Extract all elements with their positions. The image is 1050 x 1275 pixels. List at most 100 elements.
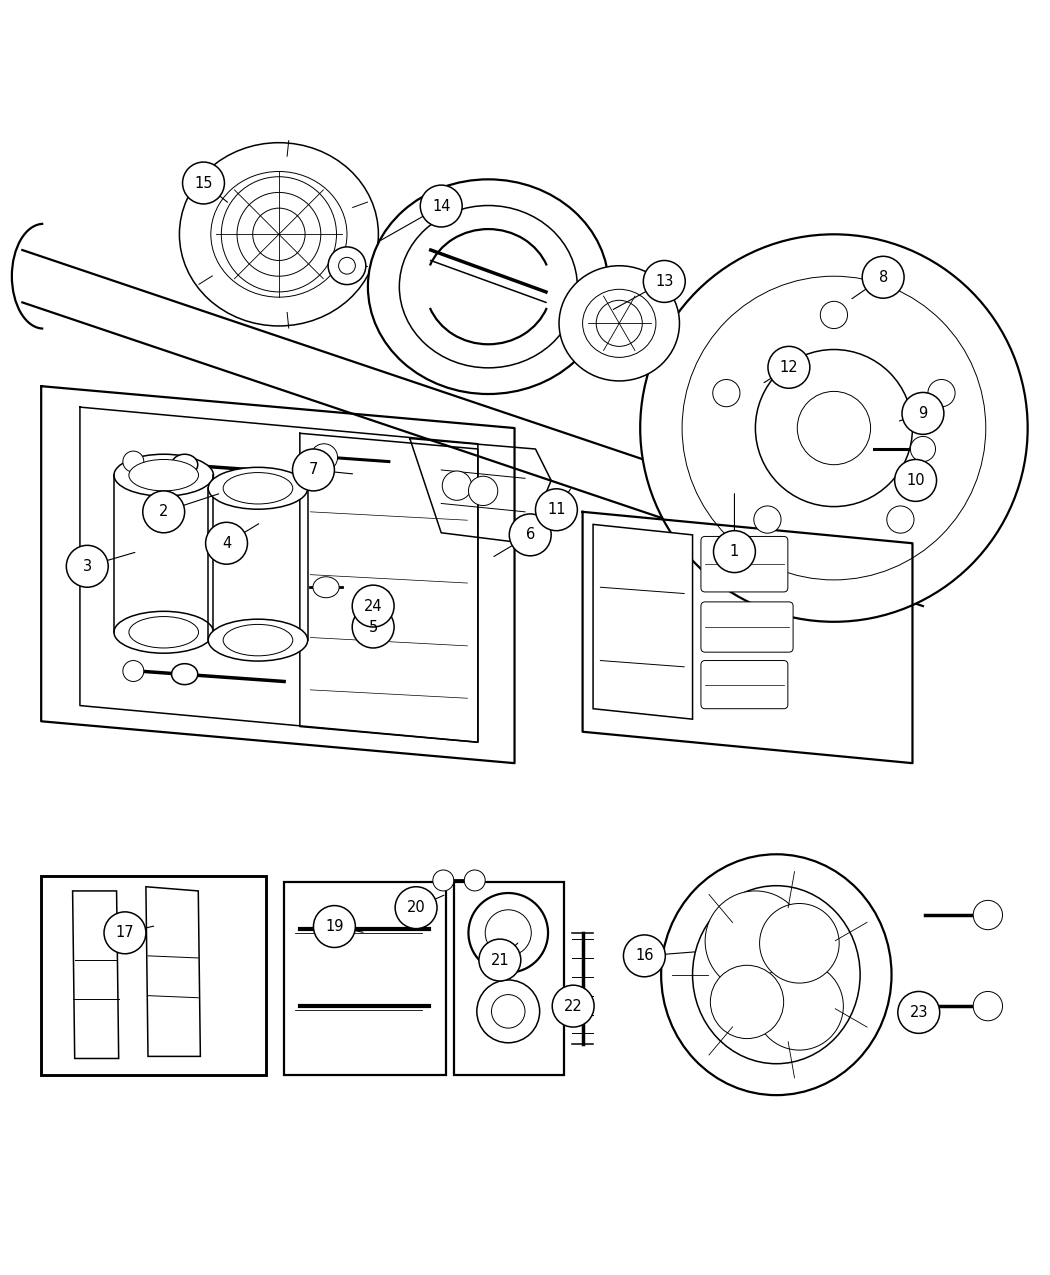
Ellipse shape — [399, 205, 578, 368]
Circle shape — [596, 301, 643, 347]
Text: 2: 2 — [159, 505, 168, 519]
Circle shape — [328, 247, 365, 284]
Text: 13: 13 — [655, 274, 673, 289]
Circle shape — [237, 193, 321, 277]
Circle shape — [338, 258, 355, 274]
Circle shape — [479, 940, 521, 980]
Ellipse shape — [208, 620, 308, 660]
Text: 21: 21 — [490, 952, 509, 968]
Circle shape — [253, 208, 306, 260]
Circle shape — [862, 256, 904, 298]
Circle shape — [509, 514, 551, 556]
Circle shape — [352, 606, 394, 648]
Circle shape — [706, 891, 805, 992]
Circle shape — [552, 986, 594, 1028]
Circle shape — [491, 994, 525, 1028]
Text: 15: 15 — [194, 176, 213, 190]
Circle shape — [104, 912, 146, 954]
Circle shape — [682, 277, 986, 580]
Ellipse shape — [208, 468, 308, 509]
Circle shape — [895, 459, 937, 501]
Ellipse shape — [662, 854, 891, 1095]
Circle shape — [314, 905, 355, 947]
Circle shape — [898, 992, 940, 1033]
FancyBboxPatch shape — [41, 876, 267, 1075]
Circle shape — [464, 870, 485, 891]
Circle shape — [640, 235, 1028, 622]
Circle shape — [759, 904, 839, 983]
Circle shape — [123, 660, 144, 681]
Polygon shape — [146, 886, 201, 1057]
Circle shape — [536, 488, 578, 530]
Text: 8: 8 — [879, 270, 888, 284]
Circle shape — [711, 965, 783, 1039]
Ellipse shape — [313, 576, 339, 598]
Circle shape — [222, 177, 336, 292]
FancyBboxPatch shape — [701, 660, 788, 709]
Circle shape — [768, 347, 810, 389]
Text: 5: 5 — [369, 620, 378, 635]
Text: 23: 23 — [909, 1005, 928, 1020]
Text: 6: 6 — [526, 528, 534, 542]
Ellipse shape — [583, 289, 656, 357]
Polygon shape — [593, 524, 693, 719]
Circle shape — [183, 162, 225, 204]
Circle shape — [395, 886, 437, 928]
Text: 1: 1 — [730, 544, 739, 560]
Circle shape — [887, 506, 914, 533]
Text: 19: 19 — [326, 919, 343, 935]
Circle shape — [755, 349, 912, 506]
Circle shape — [123, 451, 144, 472]
Text: 10: 10 — [906, 473, 925, 488]
Text: 20: 20 — [406, 900, 425, 915]
Circle shape — [928, 380, 956, 407]
Ellipse shape — [114, 454, 213, 496]
Text: 12: 12 — [779, 360, 798, 375]
Circle shape — [311, 444, 337, 470]
Polygon shape — [72, 891, 119, 1058]
Ellipse shape — [171, 454, 197, 476]
Text: 4: 4 — [222, 536, 231, 551]
Circle shape — [624, 935, 666, 977]
Text: 14: 14 — [432, 199, 450, 213]
Circle shape — [485, 910, 531, 956]
Circle shape — [644, 260, 686, 302]
Circle shape — [797, 391, 870, 464]
Circle shape — [910, 436, 936, 462]
FancyBboxPatch shape — [701, 537, 788, 592]
Circle shape — [755, 963, 843, 1051]
Text: 9: 9 — [919, 405, 927, 421]
Circle shape — [433, 870, 454, 891]
Text: 11: 11 — [547, 502, 566, 518]
Text: 16: 16 — [635, 949, 654, 964]
Circle shape — [820, 301, 847, 329]
Circle shape — [468, 892, 548, 973]
Circle shape — [468, 477, 498, 506]
FancyBboxPatch shape — [454, 881, 564, 1075]
Circle shape — [477, 980, 540, 1043]
Circle shape — [754, 506, 781, 533]
Text: 22: 22 — [564, 998, 583, 1014]
Text: 24: 24 — [364, 598, 382, 613]
Circle shape — [420, 185, 462, 227]
Circle shape — [714, 530, 755, 572]
Ellipse shape — [224, 473, 293, 504]
Ellipse shape — [224, 625, 293, 655]
Ellipse shape — [211, 171, 346, 297]
Circle shape — [206, 523, 248, 565]
Ellipse shape — [693, 886, 860, 1063]
Ellipse shape — [114, 611, 213, 653]
Circle shape — [352, 585, 394, 627]
Circle shape — [713, 380, 740, 407]
Circle shape — [902, 393, 944, 435]
Ellipse shape — [559, 265, 679, 381]
Ellipse shape — [129, 459, 198, 491]
Circle shape — [143, 491, 185, 533]
Circle shape — [442, 470, 471, 500]
Ellipse shape — [129, 617, 198, 648]
Text: 3: 3 — [83, 558, 91, 574]
FancyBboxPatch shape — [285, 881, 446, 1075]
Ellipse shape — [180, 143, 378, 326]
Circle shape — [973, 900, 1003, 929]
Circle shape — [66, 546, 108, 588]
